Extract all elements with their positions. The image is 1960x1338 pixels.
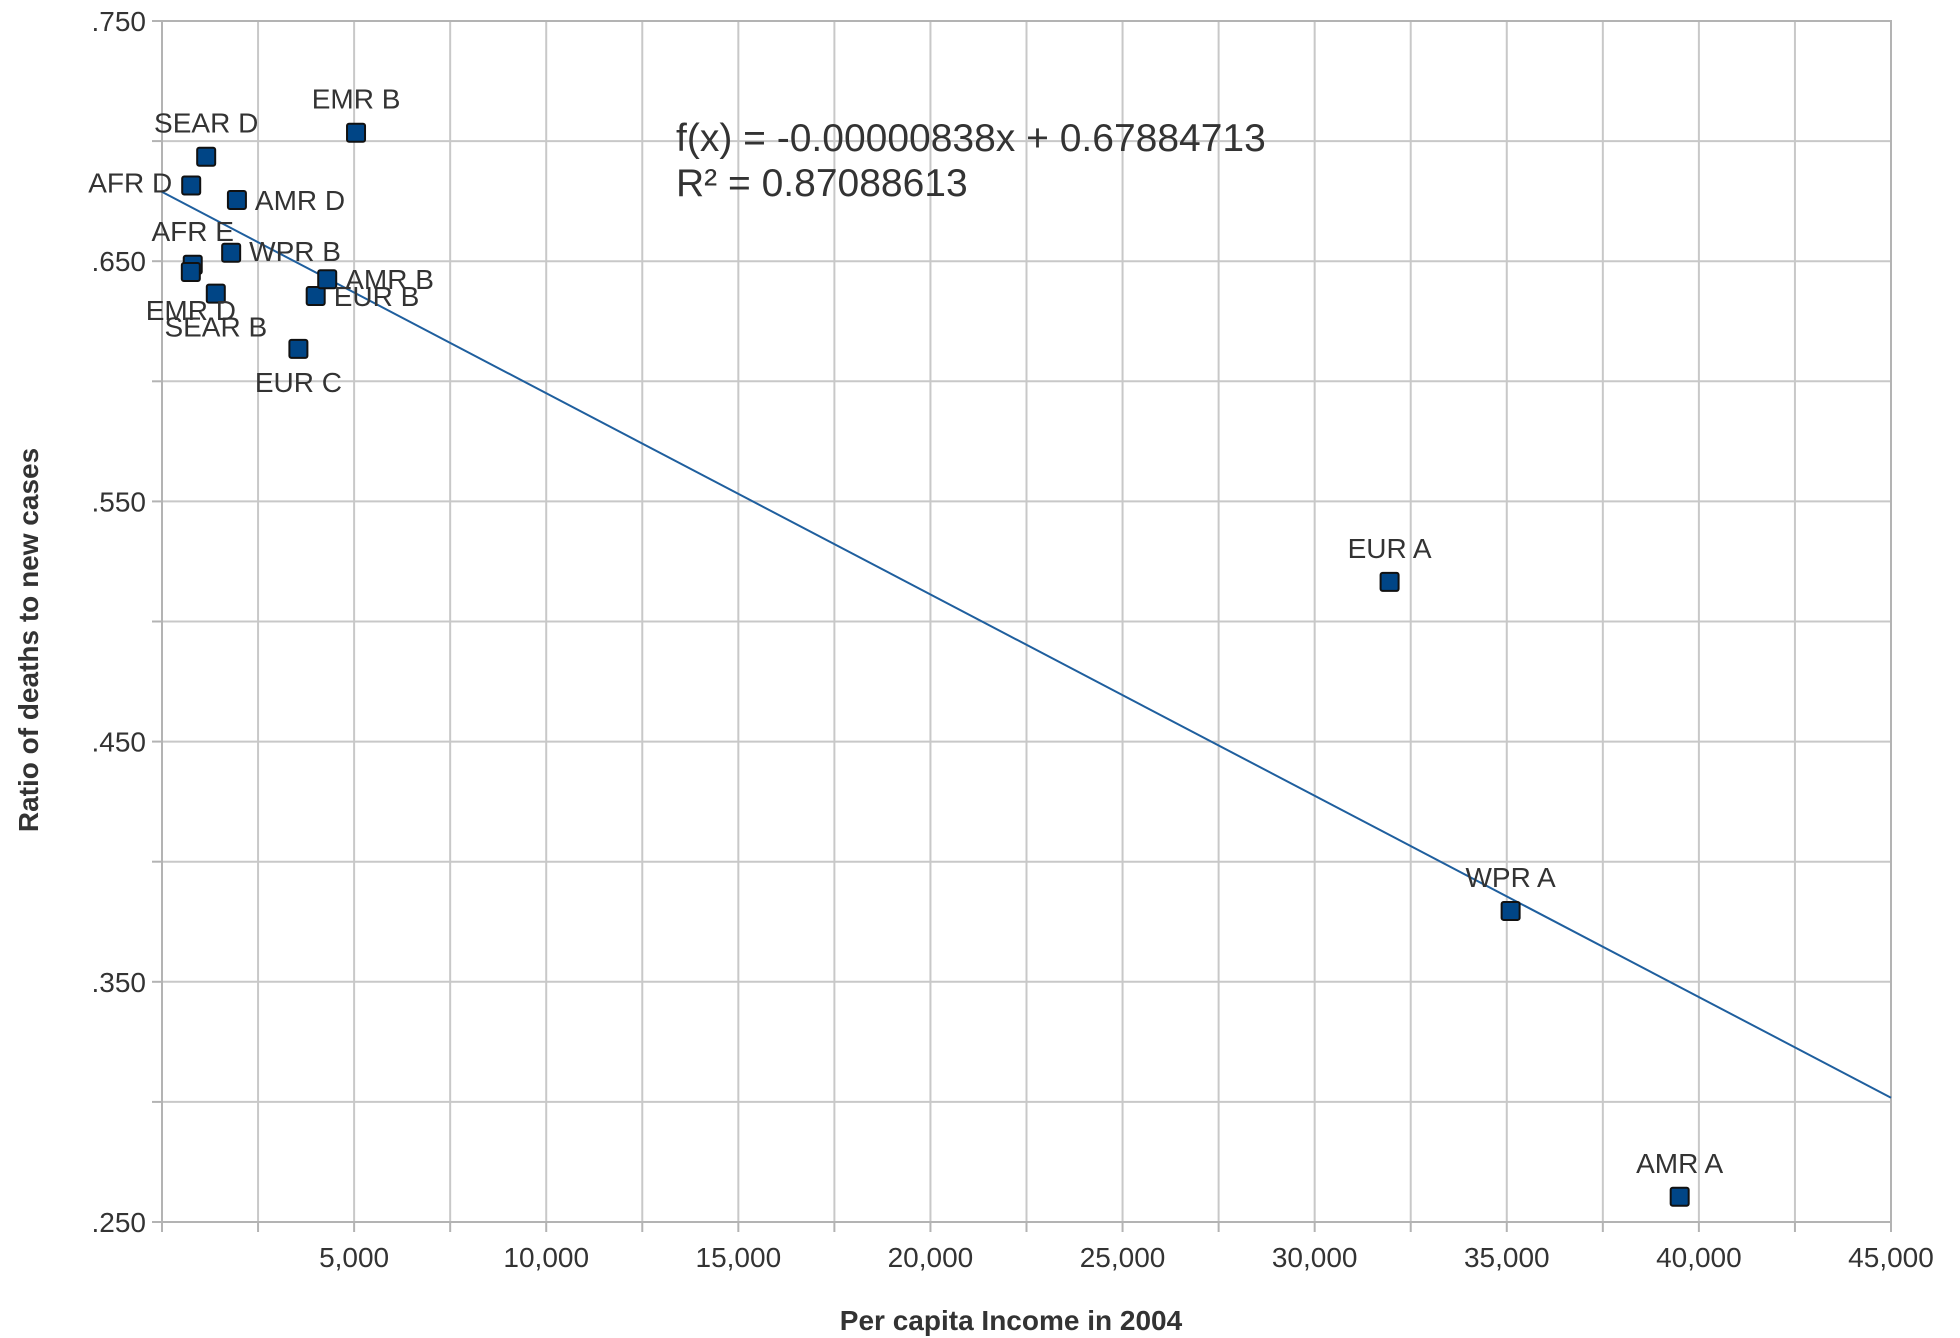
y-tick-label: .750 bbox=[92, 6, 147, 37]
plot-border bbox=[161, 20, 1892, 1223]
trendline-equation: f(x) = -0.00000838x + 0.67884713 bbox=[676, 117, 1266, 160]
x-tick-label: 45,000 bbox=[1848, 1242, 1934, 1273]
data-point-amr-a bbox=[1669, 1186, 1690, 1207]
x-tick-label: 10,000 bbox=[503, 1242, 589, 1273]
data-point-wpr-a bbox=[1500, 900, 1521, 921]
point-label-eur-a: EUR A bbox=[1348, 533, 1432, 564]
y-axis-title: Ratio of deaths to new cases bbox=[13, 448, 44, 832]
point-label-amr-a: AMR A bbox=[1636, 1148, 1723, 1179]
x-tick-label: 5,000 bbox=[319, 1242, 389, 1273]
data-point-emr-b bbox=[346, 122, 367, 143]
x-tick-label: 30,000 bbox=[1272, 1242, 1358, 1273]
trendline-group bbox=[161, 191, 1892, 1099]
x-tick-label: 40,000 bbox=[1656, 1242, 1742, 1273]
data-point-emr-d bbox=[180, 262, 201, 283]
y-tick-label: .650 bbox=[92, 246, 147, 277]
data-point-eur-a bbox=[1379, 571, 1400, 592]
point-label-emr-d: EMR D bbox=[146, 295, 236, 326]
data-point-eur-b bbox=[305, 286, 326, 307]
data-point-sear-b bbox=[205, 283, 226, 304]
x-axis-title: Per capita Income in 2004 bbox=[840, 1305, 1183, 1336]
data-points bbox=[180, 122, 1690, 1207]
x-tick-label: 15,000 bbox=[696, 1242, 782, 1273]
point-label-eur-c: EUR C bbox=[255, 367, 342, 398]
point-label-amr-d: AMR D bbox=[255, 185, 345, 216]
trendline-r-squared: R² = 0.87088613 bbox=[676, 162, 968, 205]
trendline bbox=[161, 191, 1892, 1099]
x-tick-label: 20,000 bbox=[888, 1242, 974, 1273]
y-tick-label: .550 bbox=[92, 486, 147, 517]
data-point-sear-d bbox=[196, 146, 217, 167]
axes bbox=[152, 20, 1892, 1232]
point-label-afr-d: AFR D bbox=[88, 168, 172, 199]
point-label-wpr-b: WPR B bbox=[249, 236, 341, 267]
data-point-afr-d bbox=[181, 175, 202, 196]
tick-labels: 5,000 10,000 15,000 20,000 25,000 30,000 35,00… bbox=[92, 6, 1934, 1273]
y-tick-label: .350 bbox=[92, 967, 147, 998]
data-point-eur-c bbox=[288, 338, 309, 359]
point-label-eur-b: EUR B bbox=[334, 281, 420, 312]
y-tick-label: .250 bbox=[92, 1207, 147, 1238]
point-label-afr-e: AFR E bbox=[152, 216, 234, 247]
point-label-sear-d: SEAR D bbox=[154, 108, 258, 139]
y-tick-label: .450 bbox=[92, 727, 147, 758]
x-tick-label: 35,000 bbox=[1464, 1242, 1550, 1273]
point-label-sear-b: SEAR B bbox=[164, 312, 267, 343]
data-point-amr-d bbox=[226, 189, 247, 210]
data-point-wpr-b bbox=[221, 242, 242, 263]
data-point-amr-b bbox=[317, 269, 338, 290]
point-label-wpr-a: WPR A bbox=[1466, 862, 1557, 893]
point-label-emr-b: EMR B bbox=[312, 84, 401, 115]
point-label-amr-b: AMR B bbox=[345, 264, 434, 295]
gridlines bbox=[161, 20, 1892, 1223]
x-tick-label: 25,000 bbox=[1080, 1242, 1166, 1273]
